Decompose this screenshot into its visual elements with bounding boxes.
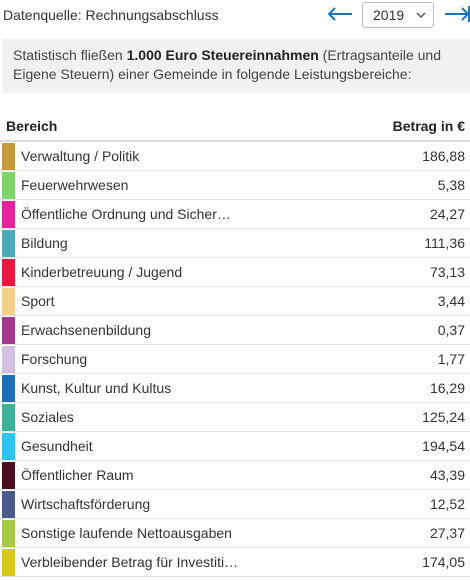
amount: 174,05 <box>352 547 470 577</box>
table-row: Sonstige laufende Nettoausgaben 27,37 <box>0 518 470 548</box>
area-name: Öffentliche Ordnung und Sicher… <box>15 199 353 229</box>
year-select[interactable]: 2019 <box>362 2 434 28</box>
data-source: Datenquelle: Rechnungsabschluss <box>3 7 219 23</box>
info-text: (Ertragsanteile und Eigene Steuern) eine… <box>13 47 441 82</box>
swatch-cell <box>0 286 15 316</box>
table-row: Sport 3,44 <box>0 286 470 316</box>
color-swatch <box>2 432 15 460</box>
color-swatch <box>2 345 15 373</box>
table-row: Kinderbetreuung / Jugend 73,13 <box>0 257 470 287</box>
amount: 3,44 <box>352 286 470 316</box>
color-swatch <box>2 548 15 576</box>
area-name: Feuerwehrwesen <box>15 170 353 200</box>
amount: 194,54 <box>352 431 470 461</box>
table-row: Bildung 111,36 <box>0 228 470 258</box>
area-name: Verwaltung / Politik <box>15 141 353 171</box>
swatch-cell <box>0 489 15 519</box>
color-swatch <box>2 490 15 518</box>
next-year-arrow[interactable] <box>444 4 470 24</box>
table-body: Verwaltung / Politik 186,88 Feuerwehrwesen… <box>0 141 470 577</box>
amount: 0,37 <box>352 315 470 345</box>
table-row: Kunst, Kultur und Kultus 16,29 <box>0 373 470 403</box>
swatch-cell <box>0 460 15 490</box>
amount: 12,52 <box>352 489 470 519</box>
swatch-cell <box>0 170 15 200</box>
amount: 16,29 <box>352 373 470 403</box>
swatch-cell <box>0 344 15 374</box>
color-swatch <box>2 171 15 199</box>
amount: 24,27 <box>352 199 470 229</box>
table-row: Öffentlicher Raum 43,39 <box>0 460 470 490</box>
info-text: Statistisch fließen <box>13 47 127 63</box>
swatch-cell <box>0 199 15 229</box>
table-row: Forschung 1,77 <box>0 344 470 374</box>
amount: 1,77 <box>352 344 470 374</box>
color-swatch <box>2 258 15 286</box>
color-swatch <box>2 374 15 402</box>
color-swatch <box>2 316 15 344</box>
info-box: Statistisch fließen 1.000 Euro Steuerein… <box>3 39 470 93</box>
color-swatch <box>2 142 15 170</box>
prev-year-arrow[interactable] <box>326 4 354 24</box>
dropdown-caret <box>416 12 426 19</box>
swatch-cell <box>0 228 15 258</box>
area-name: Gesundheit <box>15 431 353 461</box>
area-name: Sport <box>15 286 353 316</box>
table-row: Verwaltung / Politik 186,88 <box>0 141 470 171</box>
swatch-cell <box>0 431 15 461</box>
table-row: Feuerwehrwesen 5,38 <box>0 170 470 200</box>
swatch-cell <box>0 315 15 345</box>
amount: 43,39 <box>352 460 470 490</box>
area-name: Wirtschaftsförderung <box>15 489 353 519</box>
color-swatch <box>2 287 15 315</box>
table-row: Verbleibender Betrag für Investiti… 174,0… <box>0 547 470 577</box>
table-row: Gesundheit 194,54 <box>0 431 470 461</box>
swatch-cell <box>0 518 15 548</box>
area-name: Kinderbetreuung / Jugend <box>15 257 353 287</box>
area-name: Sonstige laufende Nettoausgaben <box>15 518 353 548</box>
swatch-cell <box>0 373 15 403</box>
area-name: Soziales <box>15 402 353 432</box>
table-row: Öffentliche Ordnung und Sicher… 24,27 <box>0 199 470 229</box>
area-name: Bildung <box>15 228 353 258</box>
table-row: Erwachsenenbildung 0,37 <box>0 315 470 345</box>
table-row: Soziales 125,24 <box>0 402 470 432</box>
toolbar: Datenquelle: Rechnungsabschluss 2019 <box>0 0 470 32</box>
amount: 27,37 <box>352 518 470 548</box>
table: Bereich Betrag in € Verwaltung / Politik… <box>0 112 470 577</box>
area-name: Forschung <box>15 344 353 374</box>
amount: 186,88 <box>352 141 470 171</box>
column-header: Betrag in € <box>352 112 470 142</box>
swatch-cell <box>0 547 15 577</box>
amount: 73,13 <box>352 257 470 287</box>
area-name: Kunst, Kultur und Kultus <box>15 373 353 403</box>
swatch-cell <box>0 141 15 171</box>
info-bold: 1.000 Euro Steuereinnahmen <box>126 47 319 63</box>
amount: 111,36 <box>352 228 470 258</box>
area-name: Verbleibender Betrag für Investiti… <box>15 547 353 577</box>
swatch-cell <box>0 402 15 432</box>
color-swatch <box>2 229 15 257</box>
area-name: Erwachsenenbildung <box>15 315 353 345</box>
year-value: 2019 <box>373 7 405 23</box>
amount: 5,38 <box>352 170 470 200</box>
amount: 125,24 <box>352 402 470 432</box>
swatch-cell <box>0 257 15 287</box>
color-swatch <box>2 519 15 547</box>
header-row: Bereich Betrag in € <box>0 112 470 142</box>
column-header: Bereich <box>0 112 353 142</box>
area-name: Öffentlicher Raum <box>15 460 353 490</box>
color-swatch <box>2 403 15 431</box>
table-row: Wirtschaftsförderung 12,52 <box>0 489 470 519</box>
color-swatch <box>2 200 15 228</box>
color-swatch <box>2 461 15 489</box>
